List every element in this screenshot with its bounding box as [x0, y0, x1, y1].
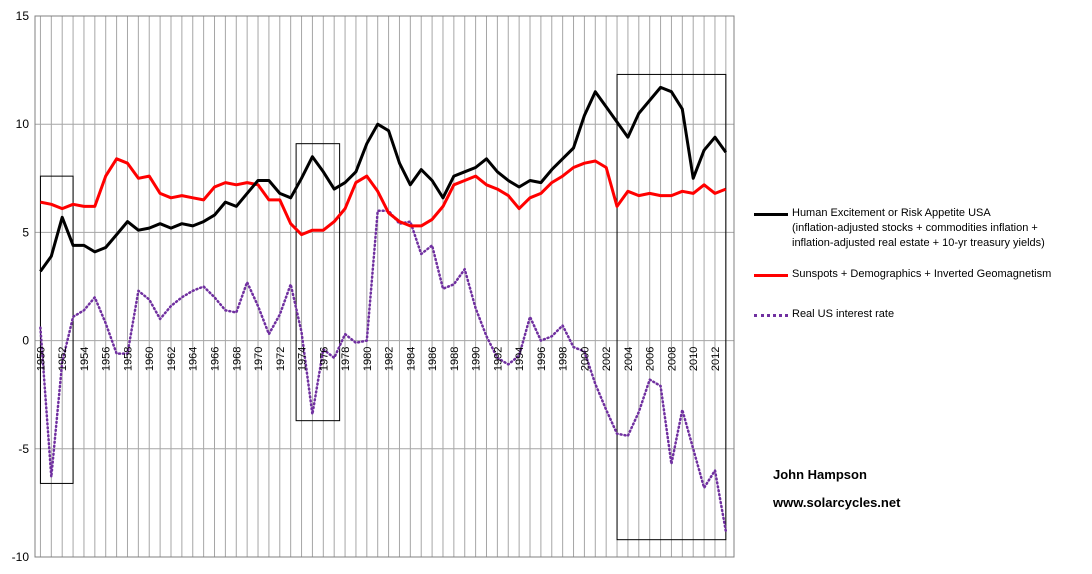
x-tick-label: 1958: [122, 347, 134, 371]
y-tick-label: -5: [18, 442, 29, 456]
x-tick-label: 2004: [623, 347, 635, 371]
legend-item-real-rate: Real US interest rate: [754, 307, 1088, 322]
legend-swatch-real-rate: [754, 314, 788, 317]
grid: [35, 15, 734, 558]
annotation-boxes: [39, 73, 727, 541]
x-axis-ticks: 1950 1952 1954 1956 1958 1960 1962 1964 1966 1968…: [35, 347, 722, 371]
annotation-box: [39, 175, 74, 484]
legend-item-sunspots: Sunspots + Demographics + Inverted Geoma…: [754, 267, 1088, 282]
series-line-sunspots: [40, 157, 727, 237]
legend-label-risk-appetite: Human Excitement or Risk Appetite USA (i…: [792, 207, 1045, 249]
x-tick-label: 1994: [514, 347, 526, 371]
x-tick-label: 1978: [340, 347, 352, 371]
legend-swatch-sunspots: [754, 274, 788, 277]
series-lines: [39, 85, 728, 533]
x-tick-label: 1998: [558, 347, 570, 371]
x-tick-label: 1950: [35, 347, 47, 371]
annotation-box: [295, 143, 341, 422]
plot-frame: [34, 15, 735, 558]
x-tick-label: 2012: [710, 347, 722, 371]
x-tick-label: 1972: [275, 347, 287, 371]
series-line-real-rate: [39, 209, 728, 533]
x-tick-label: 1954: [79, 347, 91, 371]
x-tick-label: 1974: [297, 347, 309, 371]
x-tick-label: 2006: [645, 347, 657, 371]
credit-author: John Hampson: [773, 467, 867, 482]
x-tick-label: 1956: [101, 347, 113, 371]
y-tick-label: -10: [12, 550, 30, 564]
legend-swatch-risk-appetite: [754, 213, 788, 216]
x-tick-label: 1986: [427, 347, 439, 371]
x-tick-label: 1992: [492, 347, 504, 371]
x-tick-label: 1984: [405, 347, 417, 371]
x-tick-label: 1952: [57, 347, 69, 371]
x-tick-label: 1966: [210, 347, 222, 371]
x-tick-label: 1968: [231, 347, 243, 371]
legend-item-risk-appetite: Human Excitement or Risk Appetite USA (i…: [754, 206, 1088, 251]
legend: Human Excitement or Risk Appetite USA (i…: [754, 206, 1088, 322]
x-tick-label: 1960: [144, 347, 156, 371]
y-tick-label: 10: [16, 117, 30, 131]
credit-website: www.solarcycles.net: [773, 495, 901, 510]
x-tick-label: 1962: [166, 347, 178, 371]
y-tick-label: 0: [22, 334, 29, 348]
x-tick-label: 1982: [384, 347, 396, 371]
x-tick-label: 2002: [601, 347, 613, 371]
series-line-risk-appetite: [39, 85, 728, 273]
x-tick-label: 1988: [449, 347, 461, 371]
y-axis-ticks: 15 10 5 0 -5 -10: [12, 9, 30, 564]
y-tick-label: 5: [22, 225, 29, 239]
x-tick-label: 2010: [688, 347, 700, 371]
y-tick-label: 15: [16, 9, 30, 23]
annotation-box: [616, 73, 727, 541]
x-tick-label: 1976: [318, 347, 330, 371]
legend-label-real-rate: Real US interest rate: [792, 308, 895, 320]
x-tick-label: 2008: [666, 347, 678, 371]
x-tick-label: 1964: [188, 347, 200, 371]
legend-label-sunspots: Sunspots + Demographics + Inverted Geoma…: [792, 268, 1052, 280]
x-tick-label: 2000: [579, 347, 591, 371]
x-tick-label: 1970: [253, 347, 265, 371]
x-tick-label: 1990: [471, 347, 483, 371]
x-tick-label: 1996: [536, 347, 548, 371]
x-tick-label: 1980: [362, 347, 374, 371]
